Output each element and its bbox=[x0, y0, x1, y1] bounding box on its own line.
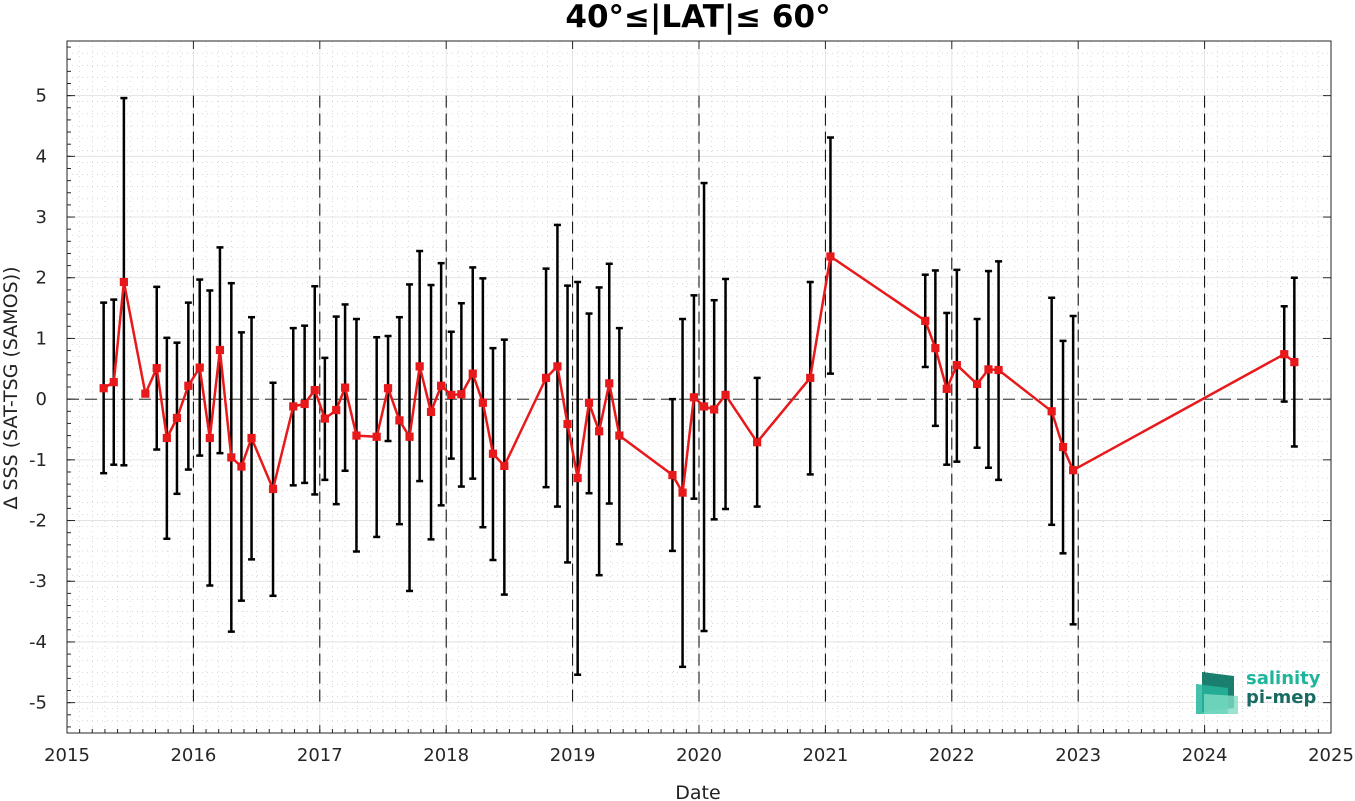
data-point-marker bbox=[340, 383, 350, 392]
y-tick-label: 5 bbox=[36, 86, 47, 107]
x-tick-label: 2017 bbox=[297, 745, 343, 766]
y-tick-label: -1 bbox=[29, 450, 47, 471]
data-point-marker bbox=[710, 405, 719, 414]
data-point-marker bbox=[109, 378, 118, 387]
data-point-marker bbox=[1280, 350, 1289, 359]
data-point-marker bbox=[119, 277, 128, 287]
data-point-marker bbox=[227, 453, 236, 462]
data-point-marker bbox=[310, 385, 319, 395]
data-point-marker bbox=[268, 484, 278, 494]
x-tick-label: 2022 bbox=[929, 745, 975, 766]
data-point-marker bbox=[1058, 442, 1068, 452]
x-tick-label: 2018 bbox=[423, 745, 469, 766]
y-tick-label: 0 bbox=[36, 389, 47, 410]
data-point-marker bbox=[141, 389, 150, 398]
data-point-marker bbox=[994, 365, 1003, 375]
data-point-marker bbox=[615, 431, 624, 440]
x-tick-label: 2015 bbox=[44, 745, 90, 766]
x-tick-label: 2021 bbox=[802, 745, 848, 766]
data-point-marker bbox=[478, 398, 487, 407]
data-point-marker bbox=[405, 432, 414, 441]
data-point-marker bbox=[215, 345, 225, 355]
x-axis-label: Date bbox=[675, 782, 720, 801]
data-point-marker bbox=[689, 393, 699, 402]
data-point-marker bbox=[457, 390, 466, 399]
data-point-marker bbox=[500, 461, 509, 471]
y-tick-label: -3 bbox=[29, 571, 47, 592]
data-point-marker bbox=[721, 390, 730, 399]
data-point-marker bbox=[237, 462, 246, 471]
chart-title: 40°≤|LAT|≤ 60° bbox=[565, 0, 830, 35]
data-point-marker bbox=[415, 362, 424, 371]
logo-text-salinity: salinity bbox=[1246, 668, 1321, 689]
data-point-marker bbox=[931, 344, 940, 353]
data-point-marker bbox=[921, 316, 930, 325]
data-point-marker bbox=[563, 419, 572, 429]
y-tick-label: 4 bbox=[36, 146, 47, 167]
y-tick-label: -2 bbox=[29, 511, 47, 532]
data-point-marker bbox=[488, 449, 498, 458]
data-point-marker bbox=[972, 379, 982, 389]
data-point-marker bbox=[99, 384, 108, 393]
data-point-marker bbox=[332, 405, 341, 415]
data-point-marker bbox=[184, 381, 193, 390]
data-point-marker bbox=[1069, 466, 1078, 475]
x-tick-label: 2025 bbox=[1308, 745, 1354, 766]
salinity-pi-mep-logo: salinity pi-mep bbox=[1194, 668, 1324, 718]
x-tick-label: 2020 bbox=[676, 745, 722, 766]
data-point-marker bbox=[541, 373, 551, 382]
y-tick-label: -5 bbox=[29, 693, 47, 714]
data-point-marker bbox=[668, 470, 677, 480]
logo-mark-icon bbox=[1196, 672, 1238, 714]
data-point-marker bbox=[553, 362, 562, 371]
data-point-marker bbox=[468, 369, 477, 378]
data-point-marker bbox=[205, 433, 214, 443]
data-point-marker bbox=[699, 402, 709, 411]
data-point-marker bbox=[952, 361, 961, 370]
x-tick-label: 2024 bbox=[1182, 745, 1228, 766]
data-point-marker bbox=[352, 431, 361, 440]
data-point-marker bbox=[437, 381, 446, 390]
data-point-marker bbox=[595, 427, 604, 436]
data-point-marker bbox=[826, 252, 835, 261]
data-point-marker bbox=[1290, 358, 1299, 367]
data-point-marker bbox=[300, 399, 309, 409]
data-point-marker bbox=[426, 407, 436, 416]
data-point-marker bbox=[573, 473, 582, 483]
x-tick-label: 2016 bbox=[170, 745, 216, 766]
data-point-marker bbox=[289, 402, 298, 411]
series-line bbox=[103, 255, 1296, 494]
data-point-marker bbox=[195, 363, 204, 372]
data-point-marker bbox=[247, 433, 256, 443]
y-tick-label: 1 bbox=[36, 328, 47, 349]
data-point-marker bbox=[152, 364, 161, 373]
data-point-marker bbox=[678, 488, 687, 497]
data-layer bbox=[99, 96, 1299, 676]
data-point-marker bbox=[395, 416, 404, 425]
data-point-marker bbox=[806, 373, 815, 382]
y-tick-label: 3 bbox=[36, 207, 47, 228]
logo-text-pi-mep: pi-mep bbox=[1246, 687, 1317, 708]
x-tick-label: 2019 bbox=[550, 745, 596, 766]
y-tick-label: 2 bbox=[36, 268, 47, 289]
data-point-marker bbox=[605, 379, 614, 388]
data-point-marker bbox=[372, 432, 381, 441]
data-point-marker bbox=[753, 438, 762, 447]
y-tick-label: -4 bbox=[29, 632, 47, 653]
grid-layer bbox=[66, 40, 1332, 734]
data-point-marker bbox=[320, 414, 329, 423]
data-point-marker bbox=[1047, 407, 1056, 416]
data-point-marker bbox=[984, 365, 993, 374]
y-axis-label: Δ SSS (SAT-TSG (SAMOS)) bbox=[0, 266, 22, 509]
data-point-marker bbox=[162, 433, 171, 443]
data-point-marker bbox=[584, 398, 594, 407]
data-point-marker bbox=[942, 384, 951, 393]
data-point-marker bbox=[383, 384, 393, 393]
x-tick-label: 2023 bbox=[1055, 745, 1101, 766]
data-point-marker bbox=[447, 390, 456, 399]
axes-layer: 2015 2016 2017 2018 2019 2020 2021 2022 2023 2024… bbox=[29, 40, 1354, 766]
data-point-marker bbox=[172, 413, 182, 423]
